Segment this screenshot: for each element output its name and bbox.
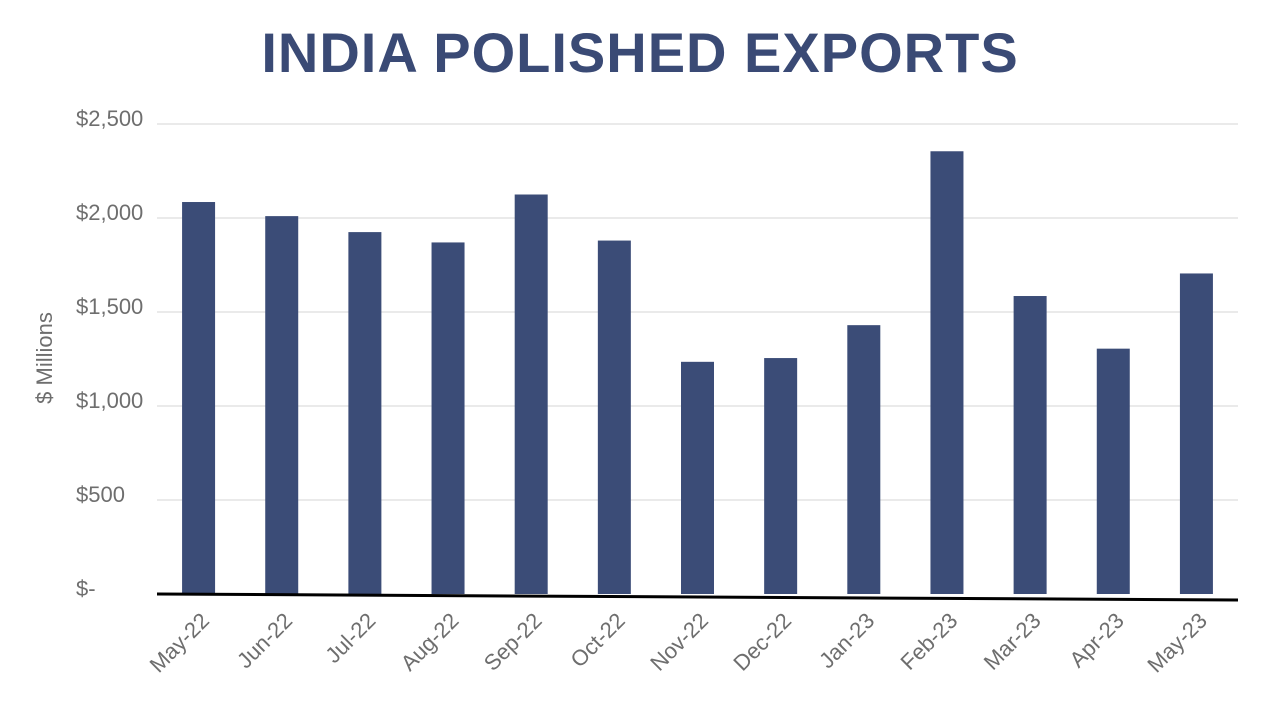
y-tick-label: $1,000 — [76, 388, 143, 413]
x-tick-label: Dec-22 — [728, 608, 796, 676]
bar — [182, 202, 216, 594]
bar — [431, 242, 465, 594]
bar — [847, 325, 881, 594]
x-tick-label: Apr-23 — [1064, 608, 1128, 672]
gridlines — [157, 123, 1238, 501]
y-axis-ticks: $- $500 $1,000 $1,500 $2,000 $2,500 — [76, 106, 143, 601]
bar — [1013, 296, 1047, 594]
x-tick-label: Jul-22 — [320, 608, 380, 668]
x-axis-baseline — [156, 592, 1239, 602]
bar — [514, 194, 548, 594]
x-tick-label: Nov-22 — [645, 608, 713, 676]
x-tick-label: Sep-22 — [479, 608, 547, 676]
y-axis-label: $ Millions — [32, 312, 57, 404]
bars — [182, 151, 1213, 594]
bar — [930, 151, 964, 594]
y-tick-label: $- — [76, 576, 96, 601]
bar — [348, 232, 382, 594]
x-tick-label: Mar-23 — [979, 608, 1046, 675]
x-tick-label: Jan-23 — [814, 608, 879, 673]
bar — [1179, 273, 1213, 594]
bar — [1096, 348, 1130, 594]
chart-title: INDIA POLISHED EXPORTS — [261, 21, 1018, 84]
x-tick-label: Jun-22 — [232, 608, 297, 673]
bar — [681, 361, 714, 594]
x-tick-label: Feb-23 — [896, 608, 963, 675]
x-tick-label: Aug-22 — [396, 608, 464, 676]
y-tick-label: $2,000 — [76, 200, 143, 225]
bar — [597, 240, 631, 594]
y-tick-label: $500 — [76, 482, 125, 507]
x-tick-label: May-23 — [1142, 608, 1212, 678]
y-tick-label: $1,500 — [76, 294, 143, 319]
bar — [764, 358, 798, 594]
x-axis-ticks: May-22 Jun-22 Jul-22 Aug-22 Sep-22 Oct-22 Nov-… — [145, 608, 1212, 678]
bar — [265, 216, 299, 594]
x-tick-label: May-22 — [145, 608, 215, 678]
x-tick-label: Oct-22 — [566, 608, 630, 672]
y-tick-label: $2,500 — [76, 106, 143, 131]
